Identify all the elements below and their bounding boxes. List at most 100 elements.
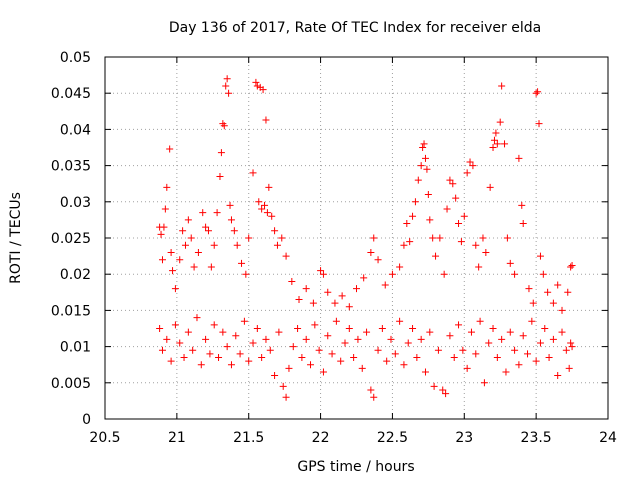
data-point bbox=[544, 288, 552, 296]
data-point bbox=[370, 393, 378, 401]
data-point bbox=[374, 346, 382, 354]
data-point bbox=[225, 89, 233, 97]
data-point bbox=[210, 321, 218, 329]
x-tick-label: 21.5 bbox=[233, 430, 264, 446]
data-point bbox=[525, 285, 533, 293]
data-point bbox=[187, 234, 195, 242]
data-point bbox=[564, 288, 572, 296]
data-point bbox=[442, 390, 450, 398]
data-point bbox=[421, 368, 429, 376]
data-point bbox=[317, 267, 325, 275]
data-point bbox=[502, 368, 510, 376]
data-point bbox=[493, 140, 501, 148]
data-point bbox=[353, 285, 360, 293]
data-point bbox=[233, 241, 241, 249]
data-point bbox=[358, 364, 366, 372]
data-point bbox=[345, 325, 353, 332]
data-point bbox=[518, 201, 526, 209]
data-point bbox=[529, 299, 537, 307]
data-point bbox=[489, 325, 497, 332]
data-point bbox=[490, 136, 498, 144]
data-point bbox=[493, 353, 501, 361]
data-point bbox=[482, 248, 490, 256]
data-point bbox=[302, 285, 310, 293]
data-point bbox=[220, 122, 228, 130]
data-point bbox=[219, 328, 227, 336]
data-point bbox=[429, 234, 437, 242]
data-point bbox=[302, 335, 310, 343]
data-point bbox=[295, 296, 303, 304]
y-axis-ticks: 0 0.005 0.01 0.015 0.02 0.025 0.03 0.035 0.04 0.0… bbox=[51, 50, 608, 428]
data-point bbox=[403, 220, 411, 228]
data-point bbox=[374, 256, 382, 264]
data-point bbox=[210, 241, 218, 249]
data-point bbox=[554, 281, 562, 289]
data-point bbox=[486, 183, 494, 191]
data-point bbox=[328, 350, 336, 358]
data-point bbox=[492, 129, 500, 137]
data-point bbox=[434, 346, 442, 354]
data-point bbox=[479, 234, 487, 242]
data-point bbox=[216, 172, 224, 180]
data-point bbox=[449, 180, 457, 188]
y-tick-label: 0.045 bbox=[51, 86, 91, 102]
data-point bbox=[417, 162, 425, 170]
data-point bbox=[436, 234, 444, 242]
data-point bbox=[511, 346, 519, 354]
data-point bbox=[350, 353, 358, 361]
data-point bbox=[315, 346, 323, 354]
data-point bbox=[554, 372, 562, 380]
data-point bbox=[166, 145, 174, 153]
data-point bbox=[439, 386, 447, 394]
data-point bbox=[404, 339, 412, 347]
data-point bbox=[388, 270, 396, 278]
data-point bbox=[288, 277, 296, 285]
data-point bbox=[524, 350, 532, 358]
data-point bbox=[400, 241, 408, 249]
data-point bbox=[271, 227, 279, 235]
data-points bbox=[156, 75, 576, 401]
data-point bbox=[406, 238, 414, 246]
data-point bbox=[265, 183, 273, 191]
data-point bbox=[167, 357, 175, 365]
data-point bbox=[249, 169, 257, 177]
data-point bbox=[475, 263, 483, 271]
data-point bbox=[341, 339, 349, 347]
data-point bbox=[236, 350, 244, 358]
data-point bbox=[450, 353, 458, 361]
chart-title: Day 136 of 2017, Rate Of TEC Index for r… bbox=[169, 20, 541, 36]
data-point bbox=[161, 205, 169, 213]
data-point bbox=[230, 227, 238, 235]
data-point bbox=[498, 335, 506, 343]
data-point bbox=[252, 78, 260, 86]
data-point bbox=[460, 212, 468, 220]
data-point bbox=[396, 263, 404, 271]
y-tick-label: 0.01 bbox=[60, 340, 91, 356]
data-point bbox=[184, 328, 192, 336]
data-point bbox=[413, 353, 421, 361]
data-point bbox=[253, 325, 261, 332]
data-point bbox=[222, 82, 230, 90]
data-point bbox=[279, 382, 287, 390]
data-point bbox=[331, 299, 339, 307]
data-point bbox=[213, 209, 221, 217]
data-point bbox=[217, 149, 225, 157]
data-point bbox=[370, 234, 378, 242]
data-point bbox=[294, 325, 302, 332]
data-point bbox=[238, 259, 246, 267]
data-point bbox=[171, 285, 179, 293]
data-point bbox=[498, 82, 506, 90]
x-tick-label: 24 bbox=[599, 430, 617, 446]
x-axis-ticks: 20.5 21 21.5 22 22.5 23 23.5 24 bbox=[89, 57, 617, 446]
data-point bbox=[271, 372, 279, 380]
data-point bbox=[262, 116, 270, 124]
data-point bbox=[176, 256, 184, 264]
data-point bbox=[532, 357, 540, 365]
plot-frame bbox=[104, 56, 609, 420]
data-point bbox=[534, 88, 542, 96]
data-point bbox=[446, 176, 454, 184]
data-point bbox=[424, 191, 432, 199]
data-point bbox=[409, 212, 417, 220]
data-point bbox=[541, 325, 549, 332]
